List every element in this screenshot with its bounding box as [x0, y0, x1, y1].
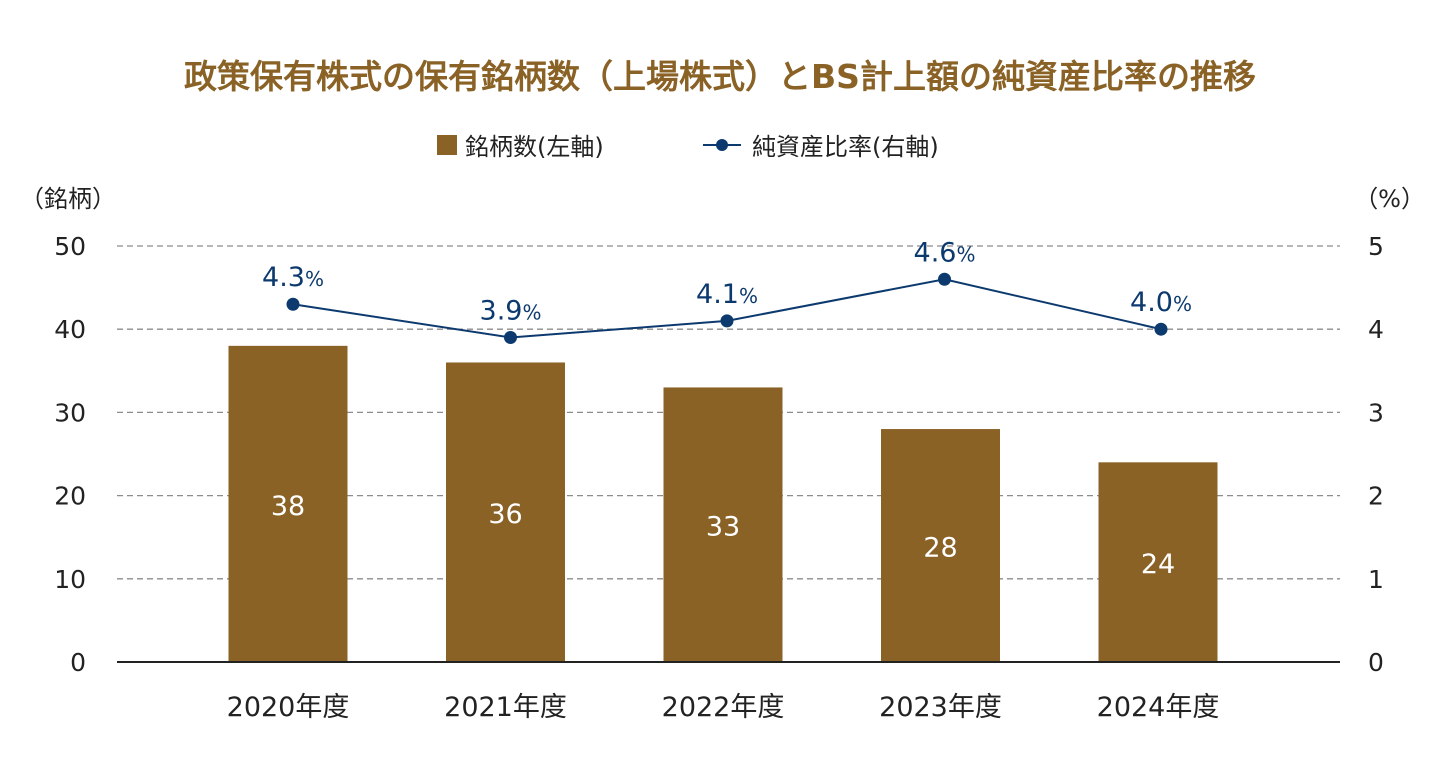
bar — [446, 362, 565, 662]
line-value-label: 4.6% — [914, 237, 976, 268]
line-point — [720, 314, 734, 328]
bar-value-label: 28 — [923, 533, 957, 564]
line-value-labels: 4.3% 3.9% 4.1% 4.6% 4.0% — [262, 237, 1192, 326]
bar — [228, 345, 348, 662]
legend-bar-label: 銘柄数(左軸) — [465, 133, 604, 161]
bar-series — [228, 345, 1218, 662]
legend: 銘柄数(左軸) 純資産比率(右軸) — [437, 133, 939, 161]
right-tick-label: 5 — [1368, 232, 1384, 261]
x-tick-label: 2020年度 — [227, 692, 350, 723]
line-value-label: 4.3% — [262, 262, 324, 293]
legend-line-label: 純資産比率(右軸) — [752, 133, 939, 161]
line-point — [1154, 322, 1168, 336]
x-tick-label: 2022年度 — [662, 692, 785, 723]
left-tick-label: 10 — [54, 565, 86, 594]
legend-bar-swatch — [437, 135, 457, 155]
x-tick-label: 2024年度 — [1097, 692, 1220, 723]
bar-value-label: 38 — [271, 491, 305, 522]
bar-value-label: 36 — [488, 499, 522, 530]
legend-line-dot — [716, 139, 728, 151]
left-tick-label: 0 — [70, 648, 86, 677]
line-series — [286, 272, 1168, 345]
bar-value-labels: 38 36 33 28 24 — [271, 491, 1175, 580]
bar — [881, 429, 1000, 662]
left-tick-label: 50 — [54, 232, 86, 261]
x-tick-label: 2021年度 — [444, 692, 567, 723]
chart-title: 政策保有株式の保有銘柄数（上場株式）とBS計上額の純資産比率の推移 — [184, 57, 1256, 96]
right-axis-ticks: 0 1 2 3 4 5 — [1368, 232, 1384, 677]
left-axis-unit: （銘柄） — [20, 185, 116, 213]
line-value-label: 4.0% — [1130, 287, 1192, 318]
right-axis-unit: （%） — [1354, 185, 1425, 213]
line-value-label: 4.1% — [696, 279, 758, 310]
line-point — [504, 331, 517, 345]
left-tick-label: 30 — [54, 398, 86, 427]
right-tick-label: 3 — [1368, 398, 1384, 427]
right-tick-label: 0 — [1368, 648, 1384, 677]
right-tick-label: 1 — [1368, 565, 1384, 594]
bar — [663, 387, 783, 662]
bar-value-label: 24 — [1141, 549, 1175, 580]
x-axis-labels: 2020年度 2021年度 2022年度 2023年度 2024年度 — [227, 692, 1220, 723]
right-tick-label: 2 — [1368, 482, 1384, 511]
left-tick-label: 40 — [54, 315, 86, 344]
right-tick-label: 4 — [1368, 315, 1384, 344]
left-axis-ticks: 0 10 20 30 40 50 — [54, 232, 86, 677]
line-value-label: 3.9% — [480, 296, 542, 327]
left-tick-label: 20 — [54, 482, 86, 511]
bar — [1098, 462, 1218, 662]
line-point — [286, 297, 300, 311]
bar-value-label: 33 — [706, 512, 740, 543]
x-tick-label: 2023年度 — [879, 692, 1002, 723]
line-point — [938, 272, 951, 286]
